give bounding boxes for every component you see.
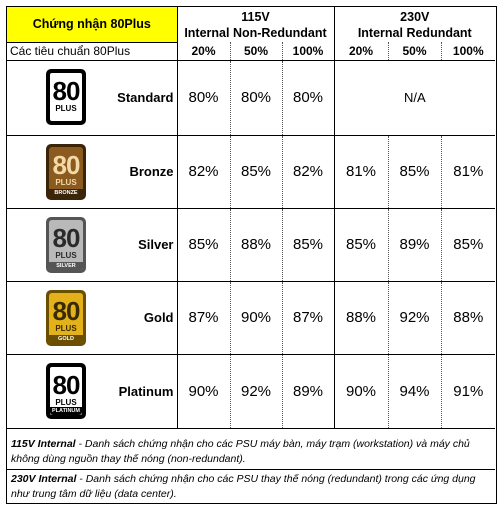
value-cell: 89% <box>388 208 442 282</box>
value-cell: 80% <box>230 60 283 136</box>
tier-cell: 80 PLUS GOLD Gold <box>7 281 178 355</box>
table-row: 80 PLUS PLATINUM Platinum 90% 92% 89% 90%… <box>7 354 496 429</box>
tier-name: Silver <box>138 237 174 252</box>
tier-cell: 80 PLUS PLATINUM Platinum <box>7 354 178 429</box>
table-row: 80 PLUS Standard 80% 80% 80% N/A <box>7 60 496 136</box>
footnote-115v: 115V Internal - Danh sách chứng nhận cho… <box>7 435 495 469</box>
table-row: 80 PLUS BRONZE Bronze 82% 85% 82% 81% 85%… <box>7 135 496 209</box>
group-230v-voltage: 230V <box>400 9 430 24</box>
group-115v-header: 115V Internal Non-Redundant <box>177 7 335 42</box>
tier-name: Bronze <box>129 164 174 179</box>
value-cell: 91% <box>441 354 496 429</box>
footnotes: 115V Internal - Danh sách chứng nhận cho… <box>7 435 495 504</box>
value-cell: 87% <box>282 281 335 355</box>
value-cell: 90% <box>230 281 283 355</box>
80plus-platinum-logo-icon: 80 PLUS PLATINUM <box>46 362 86 419</box>
value-cell: 90% <box>334 354 389 429</box>
not-applicable: N/A <box>334 60 496 136</box>
value-cell: 82% <box>282 135 335 209</box>
80plus-gold-logo-icon: 80 PLUS GOLD <box>46 289 86 346</box>
value-cell: 80% <box>177 60 231 136</box>
tier-name: Standard <box>117 90 174 105</box>
tier-cell: 80 PLUS Standard <box>7 60 178 136</box>
load-header: 100% <box>441 42 496 61</box>
group-230v-header: 230V Internal Redundant <box>334 7 495 42</box>
value-cell: 92% <box>230 354 283 429</box>
efficiency-table: Chứng nhận 80Plus 115V Internal Non-Redu… <box>7 7 496 429</box>
value-cell: 92% <box>388 281 442 355</box>
value-cell: 90% <box>177 354 231 429</box>
tier-cell: 80 PLUS SILVER Silver <box>7 208 178 282</box>
load-header: 20% <box>177 42 231 61</box>
table-row: 80 PLUS SILVER Silver 85% 88% 85% 85% 89%… <box>7 208 496 282</box>
80plus-bronze-logo-icon: 80 PLUS BRONZE <box>46 143 86 200</box>
footnote-label: 115V Internal <box>11 438 76 450</box>
standards-label: Các tiêu chuẩn 80Plus <box>7 42 178 61</box>
value-cell: 89% <box>282 354 335 429</box>
value-cell: 94% <box>388 354 442 429</box>
value-cell: 80% <box>282 60 335 136</box>
footnote-230v: 230V Internal - Danh sách chứng nhận cho… <box>7 469 495 504</box>
value-cell: 85% <box>388 135 442 209</box>
80plus-silver-logo-icon: 80 PLUS SILVER <box>46 216 86 273</box>
footnote-label: 230V Internal <box>11 473 77 485</box>
value-cell: 88% <box>230 208 283 282</box>
group-115v-voltage: 115V <box>241 9 270 24</box>
tier-cell: 80 PLUS BRONZE Bronze <box>7 135 178 209</box>
value-cell: 85% <box>230 135 283 209</box>
certification-table: Chứng nhận 80Plus 115V Internal Non-Redu… <box>6 6 497 504</box>
value-cell: 87% <box>177 281 231 355</box>
group-115v-name: Internal Non-Redundant <box>184 25 327 40</box>
footnote-text: - Danh sách chứng nhận cho các PSU thay … <box>11 473 476 500</box>
value-cell: 81% <box>334 135 389 209</box>
load-header: 50% <box>388 42 442 61</box>
tier-name: Platinum <box>118 383 174 399</box>
value-cell: 85% <box>282 208 335 282</box>
value-cell: 88% <box>441 281 496 355</box>
group-230v-name: Internal Redundant <box>357 25 472 40</box>
table-row: 80 PLUS GOLD Gold 87% 90% 87% 88% 92% 88% <box>7 281 496 355</box>
load-header: 50% <box>230 42 283 61</box>
load-header: 20% <box>334 42 389 61</box>
value-cell: 85% <box>177 208 231 282</box>
value-cell: 85% <box>441 208 496 282</box>
footnote-text: - Danh sách chứng nhận cho các PSU máy b… <box>11 438 470 465</box>
tier-name: Gold <box>143 310 174 325</box>
value-cell: 81% <box>441 135 496 209</box>
table-title: Chứng nhận 80Plus <box>7 7 178 43</box>
value-cell: 85% <box>334 208 389 282</box>
value-cell: 88% <box>334 281 389 355</box>
value-cell: 82% <box>177 135 231 209</box>
load-header: 100% <box>282 42 335 61</box>
80plus-standard-logo-icon: 80 PLUS <box>46 68 86 125</box>
